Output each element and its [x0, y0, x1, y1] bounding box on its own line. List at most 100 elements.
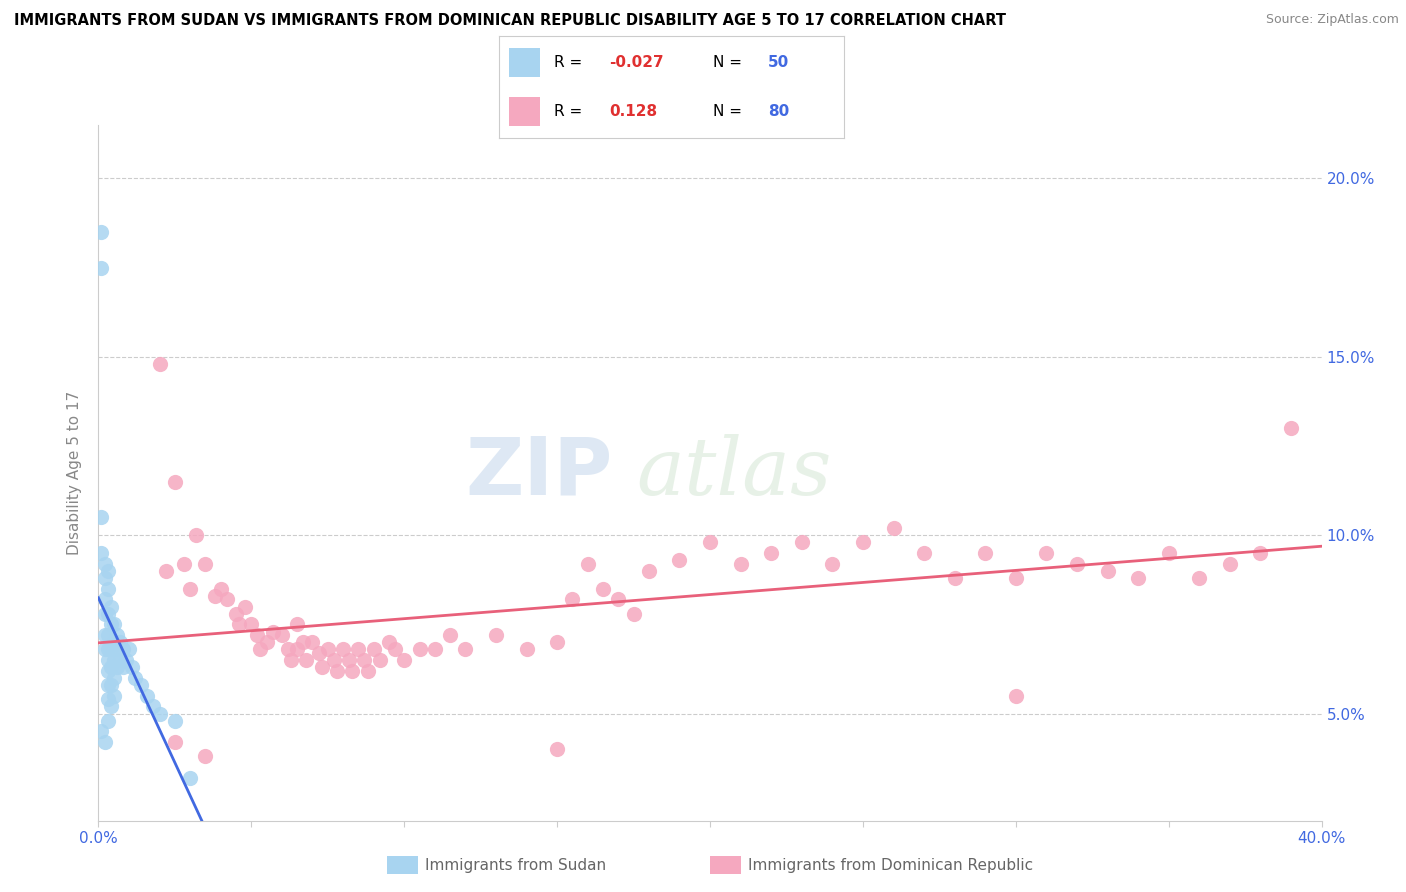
Text: R =: R = [554, 54, 588, 70]
Point [103, 635, 125, 649]
Text: 0.128: 0.128 [609, 104, 658, 120]
Point [1004, 571, 1026, 585]
Point [1249, 546, 1271, 560]
Point [1219, 557, 1241, 571]
Point [103, 653, 125, 667]
Point [485, 628, 508, 642]
Point [97, 582, 120, 596]
Point [1188, 571, 1211, 585]
Point [240, 617, 263, 632]
Point [292, 635, 315, 649]
Point [103, 689, 125, 703]
Point [136, 689, 159, 703]
Point [943, 571, 966, 585]
Point [277, 642, 299, 657]
Text: R =: R = [554, 104, 588, 120]
Point [1279, 421, 1302, 435]
Text: -0.027: -0.027 [609, 54, 664, 70]
Point [100, 617, 122, 632]
Point [1004, 689, 1026, 703]
Point [852, 535, 875, 549]
Point [93, 607, 115, 621]
Point [93, 628, 115, 642]
Point [149, 357, 172, 371]
Point [308, 646, 330, 660]
Point [225, 607, 247, 621]
Point [392, 653, 416, 667]
Point [408, 642, 430, 657]
Point [1066, 557, 1088, 571]
Text: Immigrants from Sudan: Immigrants from Sudan [425, 858, 606, 872]
Point [637, 564, 661, 578]
Point [233, 599, 256, 614]
Point [301, 635, 323, 649]
Point [121, 660, 143, 674]
Point [90, 510, 112, 524]
Point [730, 557, 752, 571]
Point [368, 653, 391, 667]
Point [353, 653, 375, 667]
Point [1157, 546, 1180, 560]
Text: 50: 50 [768, 54, 789, 70]
Point [163, 714, 186, 728]
Point [105, 628, 128, 642]
Point [270, 628, 292, 642]
Point [105, 642, 128, 657]
Point [623, 607, 645, 621]
Point [105, 660, 128, 674]
Point [97, 642, 120, 657]
Text: atlas: atlas [637, 434, 832, 511]
Point [546, 635, 568, 649]
Point [108, 653, 131, 667]
Point [912, 546, 935, 560]
Point [311, 660, 333, 674]
Text: 80: 80 [768, 104, 789, 120]
Point [790, 535, 813, 549]
Point [97, 692, 120, 706]
Point [124, 671, 146, 685]
Point [342, 664, 364, 678]
Point [111, 660, 134, 674]
Point [592, 582, 614, 596]
Point [546, 742, 568, 756]
Point [93, 735, 115, 749]
Point [204, 589, 226, 603]
Point [561, 592, 583, 607]
Point [93, 642, 115, 657]
Point [179, 582, 201, 596]
Point [974, 546, 997, 560]
Text: N =: N = [713, 54, 747, 70]
Point [90, 724, 112, 739]
Point [93, 571, 115, 585]
Point [97, 664, 120, 678]
Point [883, 521, 905, 535]
Point [384, 642, 406, 657]
Point [316, 642, 339, 657]
Point [115, 653, 138, 667]
Point [173, 557, 195, 571]
Point [215, 592, 238, 607]
Point [97, 564, 120, 578]
Point [100, 642, 122, 657]
Point [356, 664, 378, 678]
Point [699, 535, 721, 549]
Point [228, 617, 250, 632]
Point [100, 599, 122, 614]
Point [576, 557, 599, 571]
Point [149, 706, 172, 721]
Point [93, 557, 115, 571]
Point [262, 624, 284, 639]
Point [90, 225, 112, 239]
Point [322, 653, 344, 667]
Point [363, 642, 385, 657]
Point [209, 582, 232, 596]
Point [142, 699, 165, 714]
Point [97, 678, 120, 692]
Text: N =: N = [713, 104, 747, 120]
Text: Source: ZipAtlas.com: Source: ZipAtlas.com [1265, 13, 1399, 27]
Point [516, 642, 538, 657]
Point [108, 635, 131, 649]
Point [194, 557, 217, 571]
Point [378, 635, 401, 649]
Point [100, 699, 122, 714]
